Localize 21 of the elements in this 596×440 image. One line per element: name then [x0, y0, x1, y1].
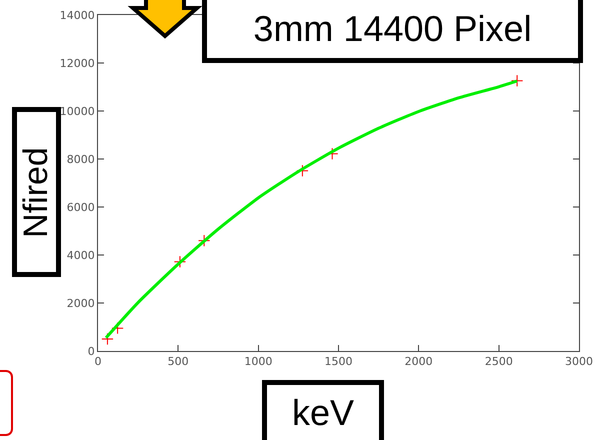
x-tick-label: 1000	[244, 355, 272, 368]
y-tick-label: 6000	[66, 200, 95, 214]
chart-title: 3mm 14400 Pixel	[253, 8, 532, 50]
y-tick-label: 14000	[60, 8, 95, 22]
y-tick-label: 2000	[66, 296, 95, 310]
y-tick-label: 12000	[60, 56, 95, 70]
y-tick-label: 8000	[66, 152, 95, 166]
x-tick-label: 1500	[324, 355, 352, 368]
x-axis-title: keV	[292, 392, 354, 434]
y-tick-label: 4000	[66, 248, 95, 262]
x-tick-label: 3000	[565, 355, 593, 368]
x-tick-label: 2000	[404, 355, 433, 368]
y-axis-title: Nfired	[17, 146, 56, 238]
line-series	[104, 80, 519, 340]
point	[511, 74, 524, 87]
x-tick-label: 2500	[484, 355, 513, 368]
point	[198, 234, 210, 247]
point	[174, 256, 186, 268]
y-tick-label: 10000	[60, 104, 95, 118]
x-tick-label: 500	[168, 355, 189, 368]
y-tick-label: 0	[88, 344, 95, 358]
